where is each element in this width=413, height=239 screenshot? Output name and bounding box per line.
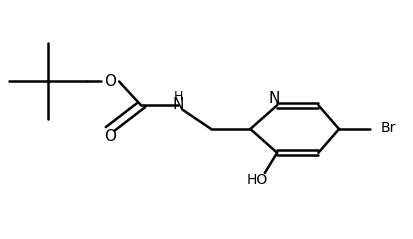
Text: H: H bbox=[173, 90, 183, 103]
Text: N: N bbox=[268, 91, 279, 106]
Text: Br: Br bbox=[380, 121, 396, 135]
Text: N: N bbox=[172, 97, 183, 112]
Text: O: O bbox=[104, 74, 116, 89]
Text: HO: HO bbox=[246, 173, 267, 187]
Text: O: O bbox=[104, 129, 116, 144]
